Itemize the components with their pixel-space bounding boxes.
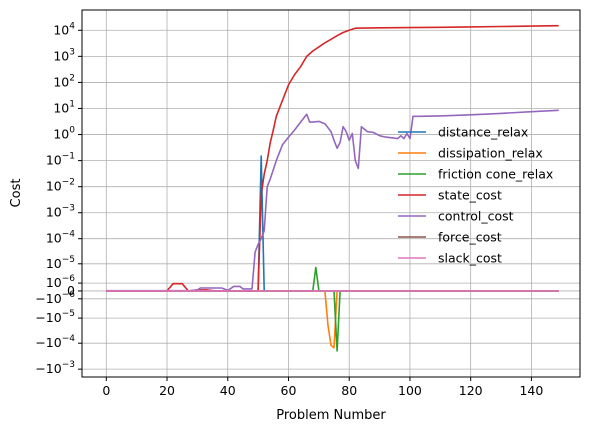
y-tick-label: 10−3 <box>46 204 75 220</box>
x-tick-label: 60 <box>281 383 297 398</box>
legend-label: dissipation_relax <box>438 146 543 161</box>
legend-label: force_cost <box>438 230 502 245</box>
y-axis-title: Cost <box>9 179 24 208</box>
plot-frame <box>81 9 581 378</box>
y-tick-label: 103 <box>53 47 75 63</box>
series-lines <box>106 24 559 352</box>
y-tick-label: 10−2 <box>46 178 75 194</box>
series-line-control-cost <box>106 109 559 292</box>
y-tick-label: 10−5 <box>46 255 75 271</box>
x-axis: 0 20 40 60 80 100 120 140 <box>102 377 543 398</box>
legend-label: slack_cost <box>438 251 502 266</box>
y-axis: 104 103 102 101 100 10−1 10−2 10−3 10−4 10−5 10−60… <box>35 21 82 376</box>
y-tick-label: 10−4 <box>46 230 75 246</box>
y-tick-label: 0 <box>67 283 75 298</box>
x-tick-label: 0 <box>102 383 110 398</box>
grid <box>82 10 580 377</box>
series-line-friction-cone-relax <box>106 266 559 352</box>
legend-label: friction cone_relax <box>438 167 553 182</box>
y-tick-label: 10−1 <box>46 152 75 168</box>
y-tick-label: −10−5 <box>35 309 75 325</box>
y-tick-label: −10−4 <box>35 334 75 350</box>
y-tick-label: 102 <box>53 73 75 89</box>
x-tick-label: 80 <box>341 383 357 398</box>
y-tick-label: 100 <box>53 126 75 142</box>
y-tick-label: −10−6 <box>35 290 75 306</box>
series-line-dissipation-relax <box>106 290 559 349</box>
x-tick-label: 100 <box>398 383 422 398</box>
x-tick-label: 120 <box>459 383 483 398</box>
y-tick-label: 101 <box>53 99 75 115</box>
x-tick-label: 40 <box>220 383 236 398</box>
legend: distance_relax dissipation_relax friction … <box>398 125 553 266</box>
y-tick-label: −10−3 <box>35 360 75 376</box>
legend-label: distance_relax <box>438 125 528 140</box>
legend-label: control_cost <box>438 209 514 224</box>
x-axis-title: Problem Number <box>276 408 386 423</box>
legend-label: state_cost <box>438 188 502 203</box>
x-tick-label: 140 <box>519 383 543 398</box>
series-line-state-cost <box>106 24 559 292</box>
y-tick-label: 10−6 <box>46 274 75 290</box>
x-tick-label: 20 <box>159 383 175 398</box>
y-tick-label: 104 <box>53 21 75 37</box>
